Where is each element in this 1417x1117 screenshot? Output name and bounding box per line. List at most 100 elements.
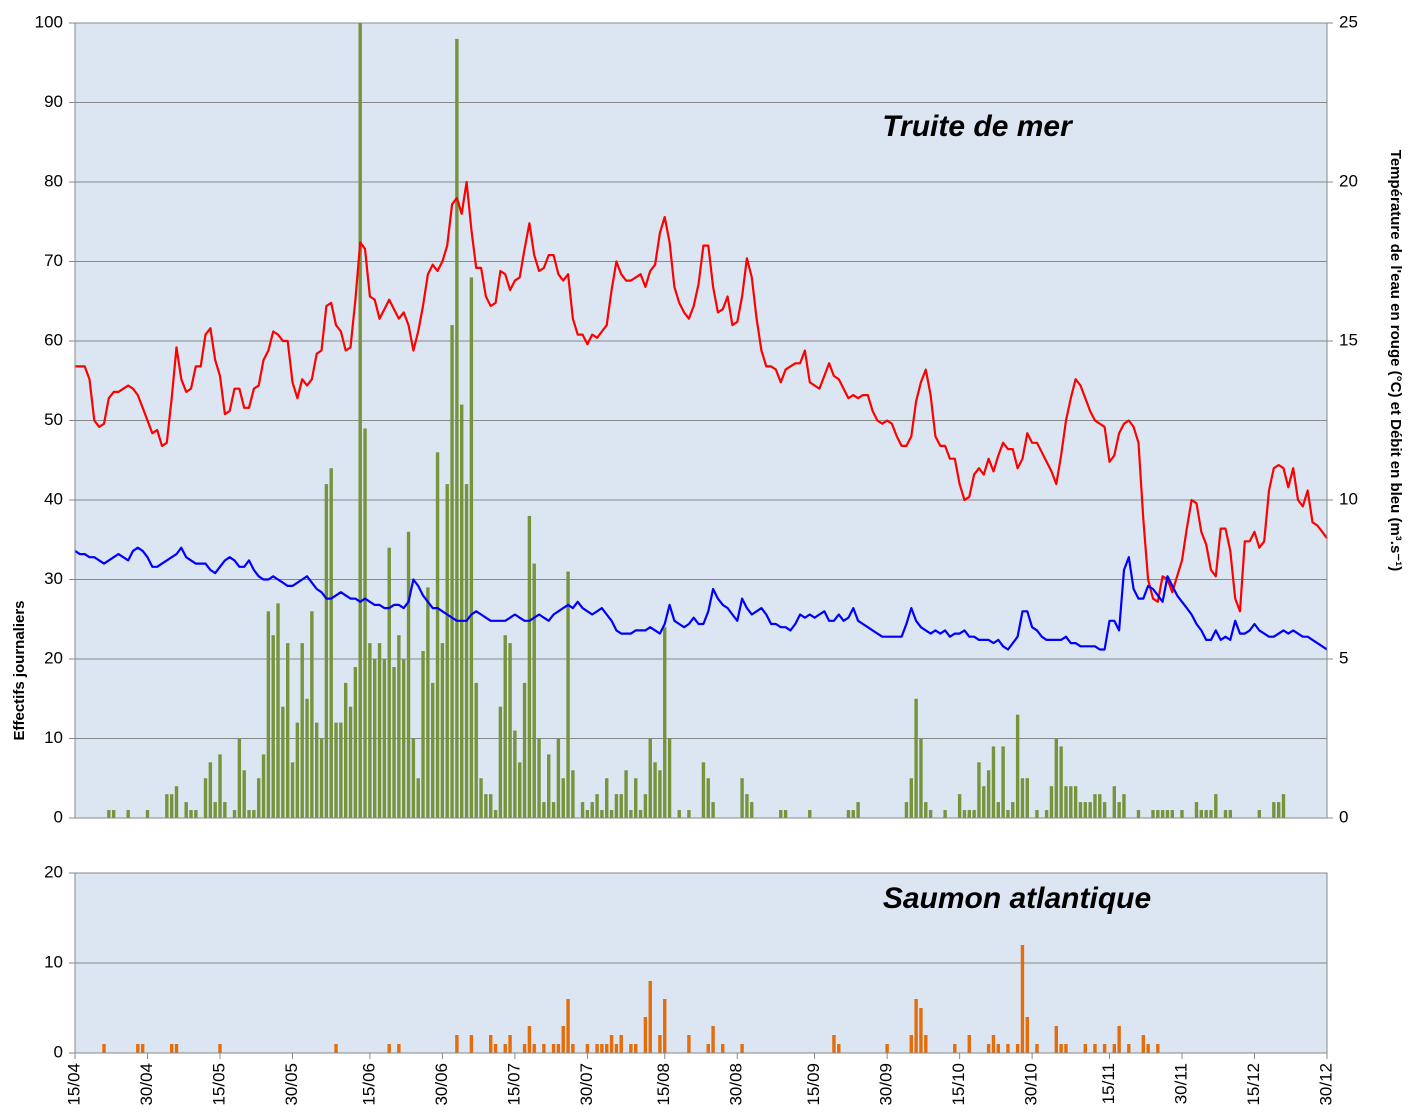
bar (904, 802, 909, 818)
x-tick-label: 15/11 (1099, 1063, 1118, 1104)
bar (624, 770, 628, 818)
bar (136, 1044, 140, 1053)
bar (600, 810, 604, 818)
bar (721, 1044, 725, 1053)
bar (953, 1044, 957, 1053)
bar (1276, 802, 1281, 818)
bar (1102, 802, 1107, 818)
bar (609, 1035, 614, 1053)
bar (1064, 786, 1068, 818)
bar (382, 659, 387, 818)
bar (460, 404, 464, 818)
bar (445, 484, 449, 818)
bar (590, 802, 594, 818)
bar (1020, 945, 1025, 1053)
bar (542, 1044, 546, 1053)
bar (450, 325, 454, 818)
annotation: Truite de mer (882, 110, 1074, 143)
bar (619, 1035, 623, 1053)
bar (1049, 786, 1054, 818)
bar (740, 778, 744, 818)
bar (527, 1026, 532, 1053)
bar (532, 1044, 536, 1053)
bar (914, 698, 918, 818)
bar (281, 706, 285, 818)
bar (377, 643, 382, 818)
bar (126, 810, 130, 818)
bar (585, 810, 590, 818)
bar (996, 802, 1000, 818)
bar (397, 1044, 401, 1053)
bar (551, 1044, 556, 1053)
bar (856, 802, 860, 818)
bar (658, 770, 662, 818)
bar (643, 1017, 648, 1053)
bar (996, 1044, 1000, 1053)
bar (561, 1026, 565, 1053)
bar (1054, 738, 1058, 818)
bar (967, 1035, 971, 1053)
bar (571, 1044, 575, 1053)
bar (634, 778, 638, 818)
x-tick-label: 15/08 (654, 1063, 673, 1106)
y-tick-label: 20 (44, 862, 63, 881)
bar (619, 794, 623, 818)
x-tick-label: 15/12 (1244, 1063, 1263, 1106)
bar (846, 810, 851, 818)
y-tick-label: 0 (54, 1042, 63, 1061)
bar (1209, 810, 1213, 818)
bar (1151, 810, 1155, 818)
y2-tick-label: 15 (1339, 330, 1358, 349)
bar (310, 611, 314, 818)
bar (527, 515, 532, 818)
bar (232, 810, 237, 818)
x-tick-label: 15/10 (949, 1063, 968, 1106)
bar (885, 1044, 889, 1053)
bar (832, 1035, 836, 1053)
y2-tick-label: 10 (1339, 489, 1358, 508)
bar (629, 1044, 633, 1053)
bar (648, 738, 652, 818)
bar (411, 738, 416, 818)
bar (1069, 786, 1073, 818)
y-tick-label: 10 (44, 728, 63, 747)
bar (986, 770, 991, 818)
bar (358, 23, 362, 818)
bar (643, 794, 648, 818)
bar (140, 1044, 145, 1053)
bar (1073, 786, 1078, 818)
x-tick-label: 30/06 (432, 1063, 451, 1106)
line (74, 546, 1328, 651)
bar (1272, 802, 1276, 818)
bar (165, 794, 169, 818)
y-tick-label: 80 (44, 171, 63, 190)
bar (750, 802, 754, 818)
bar (406, 531, 411, 818)
bar (924, 802, 928, 818)
y-tick-label: 50 (44, 410, 63, 429)
bar (102, 1044, 106, 1053)
bar (1170, 810, 1175, 818)
bar (837, 1044, 841, 1053)
x-tick-label: 30/08 (727, 1063, 746, 1106)
bar (1035, 810, 1039, 818)
bar (1281, 794, 1286, 818)
bar (1044, 810, 1049, 818)
bar (783, 810, 788, 818)
bar (223, 802, 227, 818)
bar (909, 1035, 913, 1053)
bar (435, 452, 440, 818)
bar (706, 1044, 710, 1053)
bar (634, 1044, 638, 1053)
bar (701, 762, 706, 818)
annotation: Saumon atlantique (883, 882, 1151, 915)
bar (503, 1044, 507, 1053)
bar (1093, 794, 1097, 818)
bar (455, 1035, 459, 1053)
y-tick-label: 40 (44, 489, 63, 508)
bar (353, 666, 358, 818)
bar (982, 786, 986, 818)
bar (111, 810, 116, 818)
bar (489, 1035, 493, 1053)
bar (237, 738, 242, 818)
